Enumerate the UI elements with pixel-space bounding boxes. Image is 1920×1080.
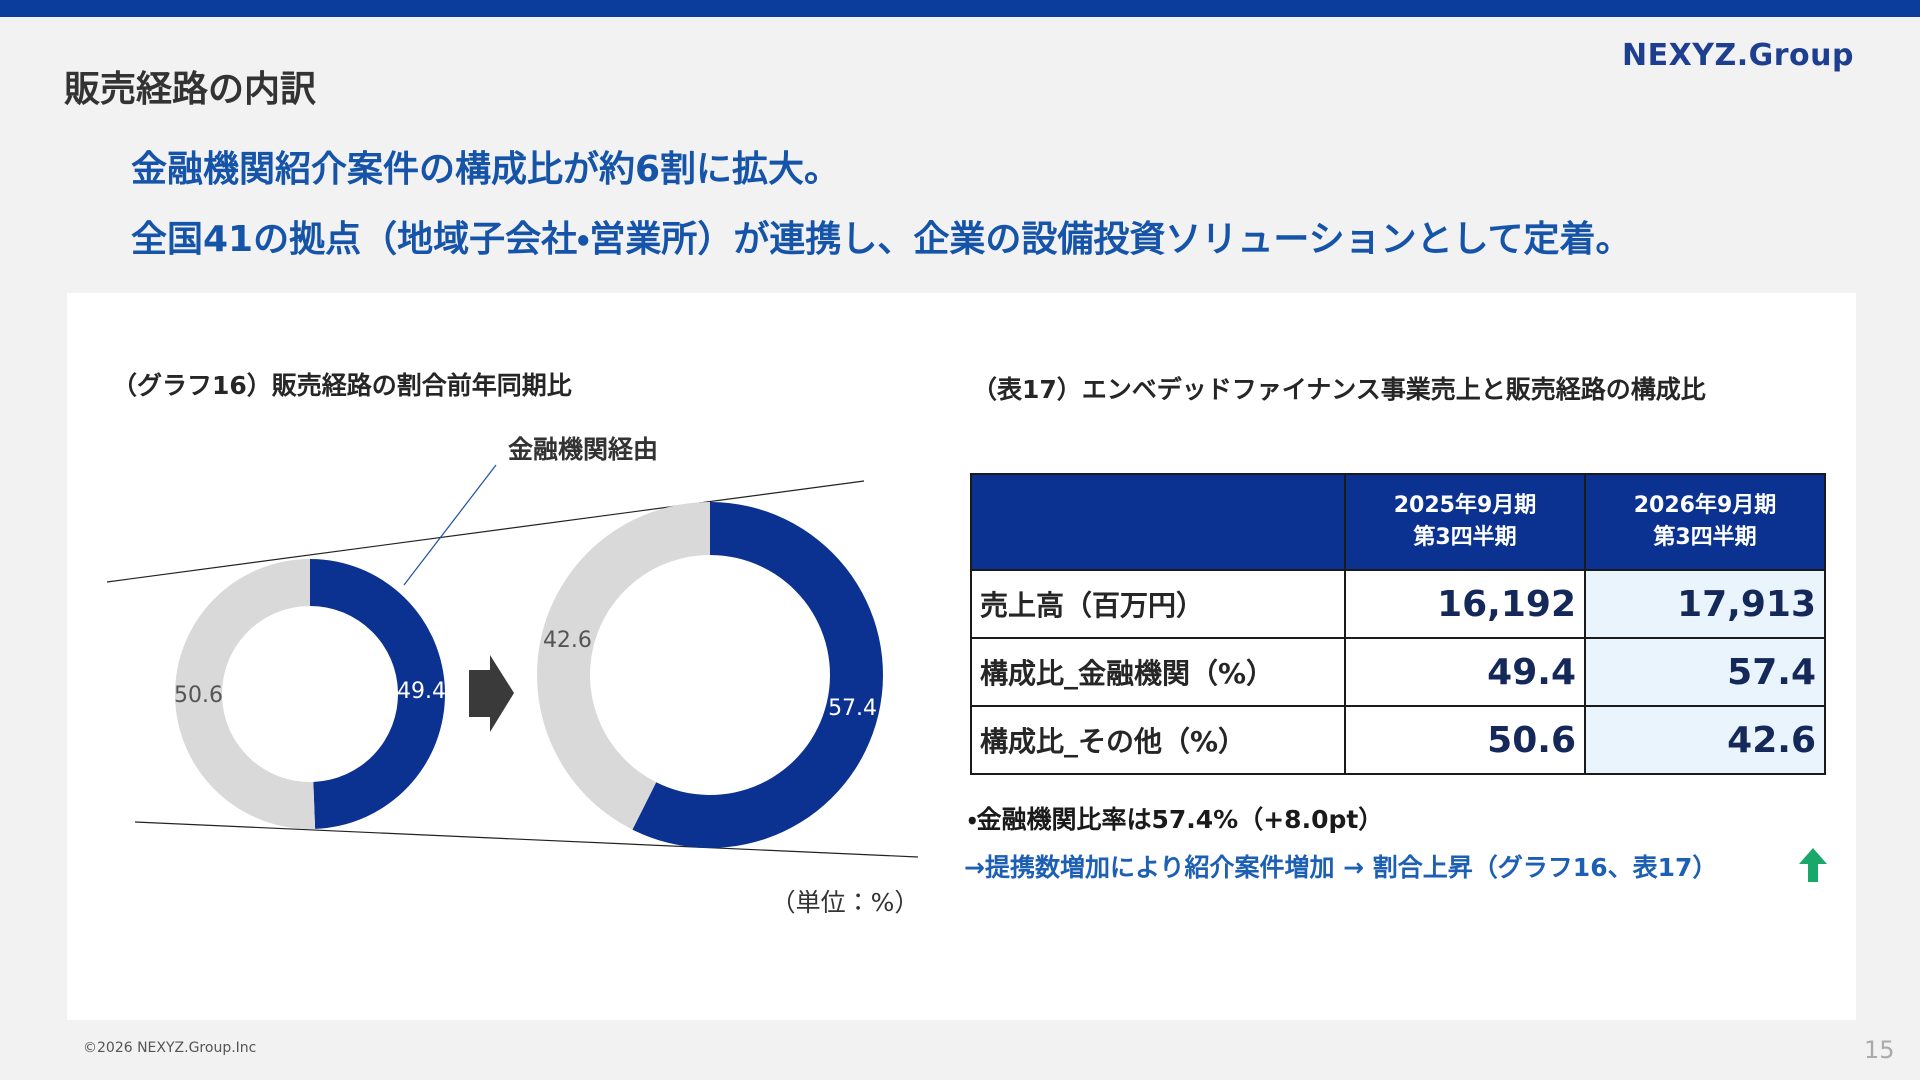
donut-segment — [536, 502, 710, 830]
chart-title: （グラフ16）販売経路の割合前年同期比 — [112, 371, 572, 400]
data-label: 42.6 — [543, 628, 592, 653]
header-text: 第3四半期 — [1653, 525, 1757, 550]
table-header: 2025年9月期 第3四半期 2026年9月期 第3四半期 — [970, 473, 1826, 571]
top-bar — [0, 0, 1920, 17]
header-text: 2025年9月期 — [1393, 493, 1537, 518]
guide-line — [106, 480, 865, 583]
table-title: （表17）エンベデッドファイナンス事業売上と販売経路の構成比 — [972, 375, 1706, 404]
note: ・金融機関比率は57.4%（+8.0pt） — [968, 805, 1384, 834]
header-cell: 2025年9月期 第3四半期 — [1344, 473, 1586, 571]
cell: 16,192 — [1344, 569, 1586, 639]
unit-label: （単位：%） — [771, 888, 920, 917]
table-row: 売上高（百万円） 16,192 17,913 — [970, 569, 1826, 639]
leader-line — [403, 464, 497, 586]
donut-segment — [310, 559, 445, 829]
donut-segment — [632, 502, 883, 848]
note: →提携数増加により紹介案件増加 → 割合上昇（グラフ16、表17） — [964, 853, 1718, 882]
donut-segment — [174, 559, 316, 830]
annotation: 金融機関経由 — [508, 435, 658, 464]
header-text: 第3四半期 — [1413, 525, 1517, 550]
headline: 金融機関紹介案件の構成比が約6割に拡大。 — [131, 149, 841, 190]
guide-line — [134, 821, 919, 858]
table-row: 構成比_金融機関（%） 49.4 57.4 — [970, 637, 1826, 707]
header-text: 2026年9月期 — [1633, 493, 1777, 518]
headline: 全国41の拠点（地域子会社・営業所）が連携し、企業の設備投資ソリューションとして… — [131, 219, 1632, 260]
cell: 17,913 — [1584, 569, 1826, 639]
arrow — [469, 655, 514, 732]
slide-title: 販売経路の内訳 — [64, 69, 317, 110]
table: 2025年9月期 第3四半期 2026年9月期 第3四半期 売上高（百万円） 16,1… — [970, 473, 1826, 775]
copyright: ©2026 NEXYZ.Group.Inc — [83, 1040, 257, 1056]
data-label: 57.4 — [828, 696, 877, 721]
data-label: 49.4 — [397, 679, 446, 704]
row-label: 構成比_金融機関（%） — [970, 637, 1346, 707]
cell: 50.6 — [1344, 705, 1586, 775]
row-label: 構成比_その他（%） — [970, 705, 1346, 775]
cell: 49.4 — [1344, 637, 1586, 707]
header-cell: 2026年9月期 第3四半期 — [1584, 473, 1826, 571]
table-row: 構成比_その他（%） 50.6 42.6 — [970, 705, 1826, 775]
cell: 57.4 — [1584, 637, 1826, 707]
up-arrow — [1799, 848, 1827, 882]
row-label: 売上高（百万円） — [970, 569, 1346, 639]
cell: 42.6 — [1584, 705, 1826, 775]
page-number: 15 — [1864, 1036, 1895, 1064]
up-arrow-icon — [1799, 848, 1827, 882]
logo: NEXYZ.Group — [1622, 38, 1854, 73]
data-label: 50.6 — [174, 683, 223, 708]
header-cell — [970, 473, 1346, 571]
